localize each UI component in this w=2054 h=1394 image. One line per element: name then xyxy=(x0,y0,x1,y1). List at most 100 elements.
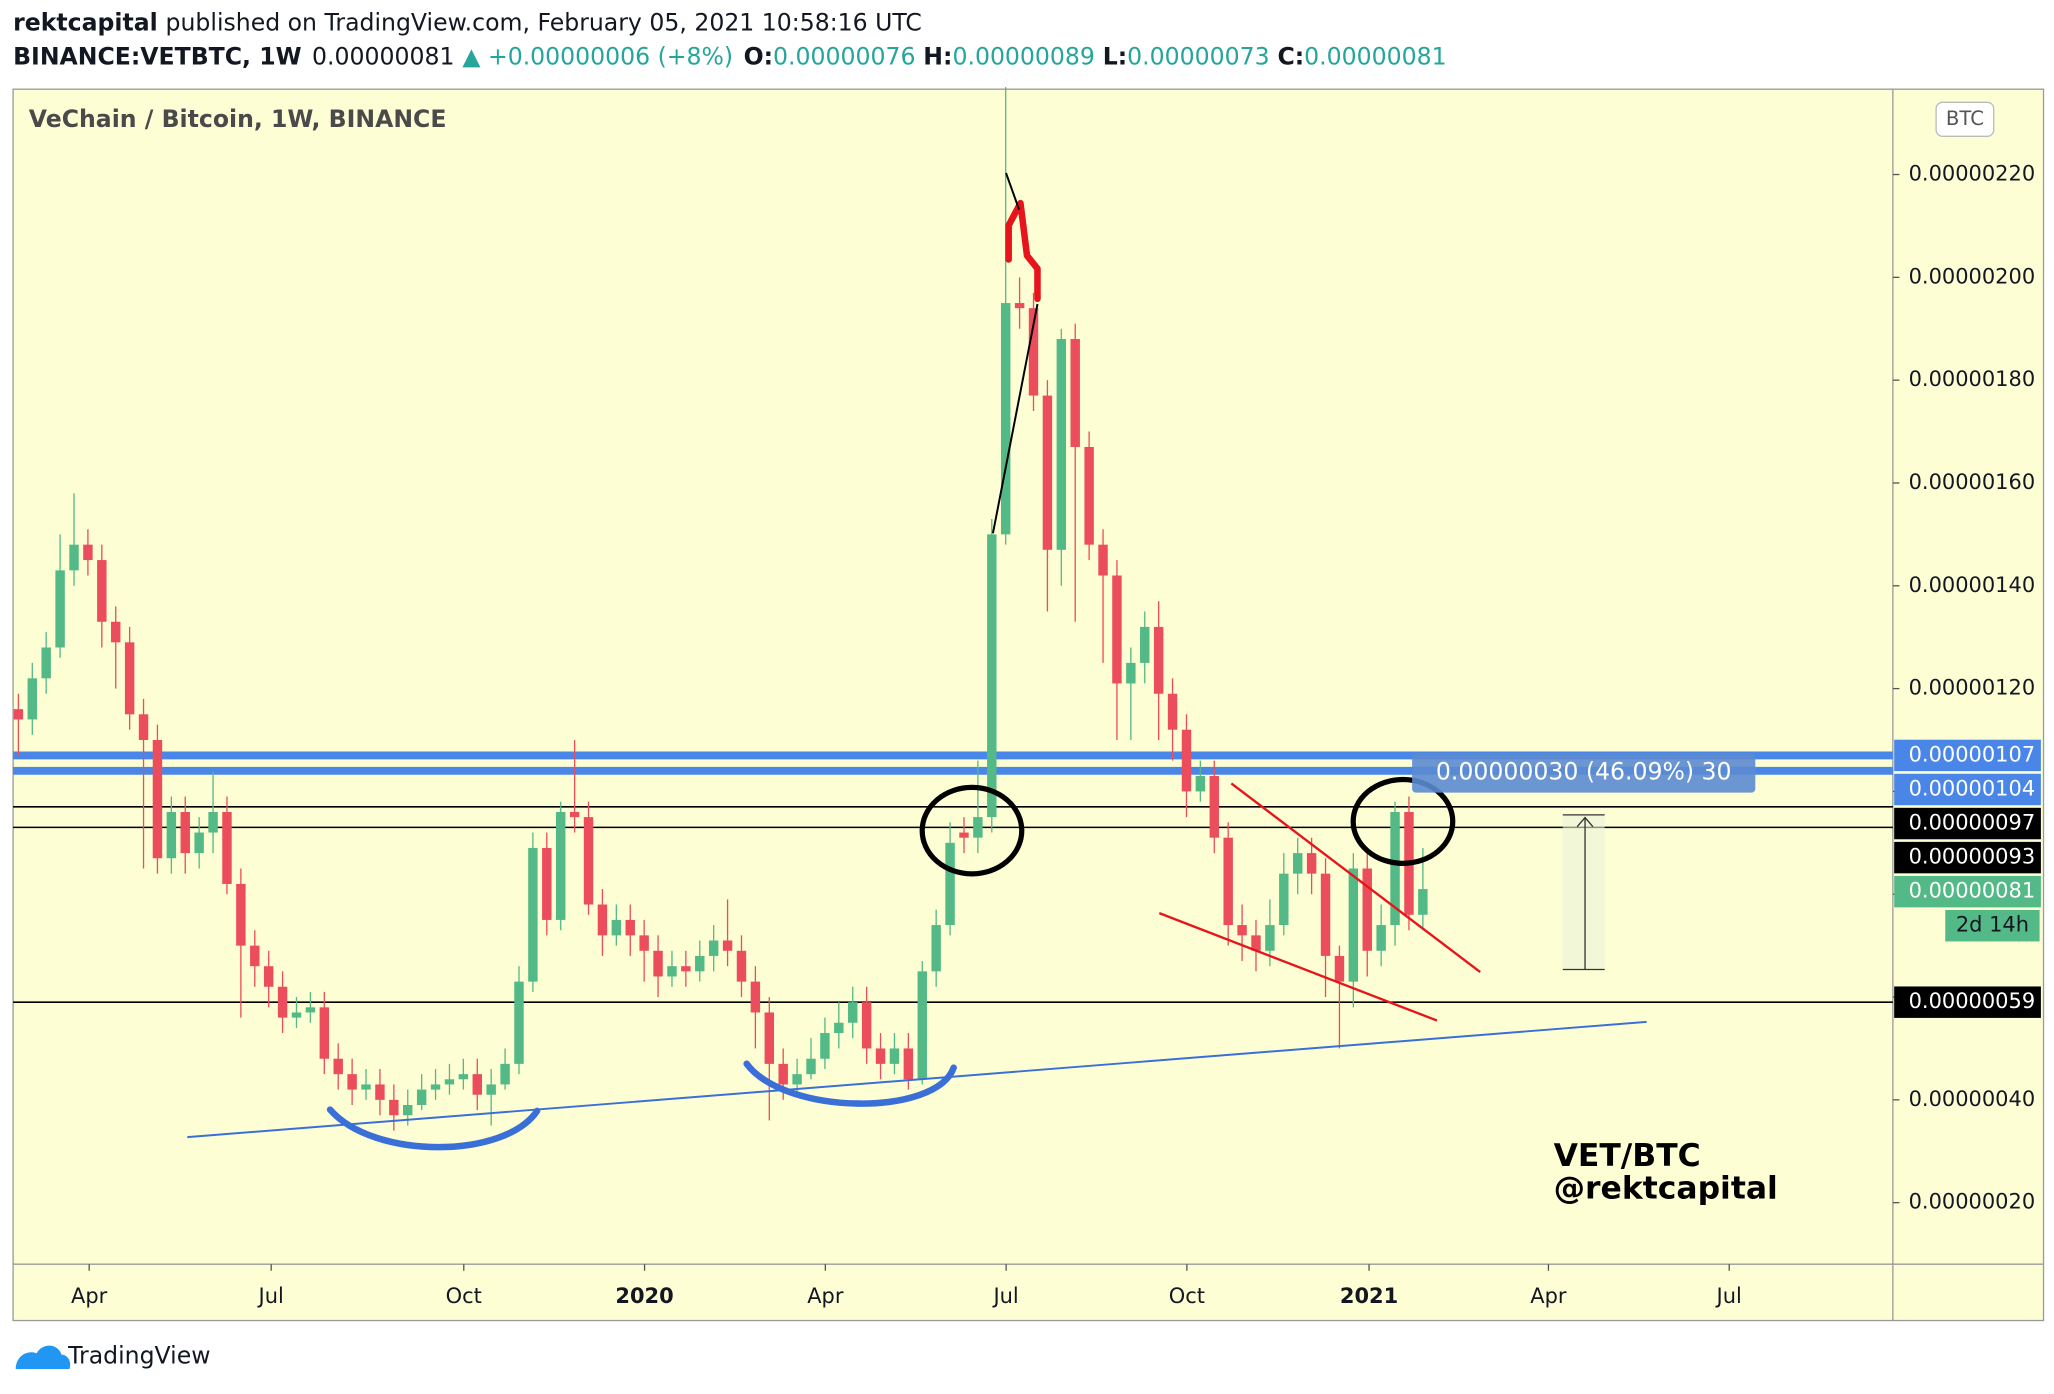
candle-body xyxy=(41,647,51,679)
candle-body xyxy=(375,1084,385,1100)
candle-body xyxy=(1126,662,1136,684)
candle-body xyxy=(583,817,594,905)
y-tick-label: 0.00000140 xyxy=(1909,573,2036,597)
candle-body xyxy=(750,981,761,1013)
o-label: O: xyxy=(744,42,773,70)
candle-body xyxy=(695,955,705,972)
wedge-line xyxy=(1158,912,1438,1022)
candle-body xyxy=(222,811,232,884)
level-badge xyxy=(1894,739,2041,772)
x-tick-label: Oct xyxy=(446,1284,482,1308)
candle-body xyxy=(569,811,580,818)
candle-body xyxy=(1167,693,1178,730)
candle-body xyxy=(208,811,218,833)
level-label: 0.00000059 xyxy=(1909,989,2036,1013)
symbol: BINANCE:VETBTC, 1W xyxy=(13,42,301,70)
candle-body xyxy=(194,832,204,854)
candle-body xyxy=(361,1084,371,1090)
candle-body xyxy=(764,1012,775,1064)
candle-body xyxy=(305,1007,316,1013)
candle-body xyxy=(889,1048,900,1064)
candle-body xyxy=(1209,775,1219,838)
watermark: VET/BTC xyxy=(1554,1138,1701,1174)
candle-body xyxy=(1279,873,1289,926)
watermark: @rektcapital xyxy=(1554,1171,1778,1207)
level-label: 0.00000097 xyxy=(1909,811,2036,835)
candle-body xyxy=(97,560,107,622)
drawings xyxy=(187,172,1647,1151)
candle-body xyxy=(236,883,246,946)
candle-body xyxy=(13,709,24,720)
candle-body xyxy=(875,1048,886,1064)
h-label: H: xyxy=(923,42,952,70)
candle-body xyxy=(1153,626,1164,694)
candle-body xyxy=(1195,775,1206,792)
change: ▲ +0.00000006 (+8%) xyxy=(462,42,733,70)
candle-body xyxy=(1306,853,1317,874)
candle-body xyxy=(472,1074,482,1095)
candle-body xyxy=(667,966,677,977)
candle-body xyxy=(528,847,538,982)
currency: BTC xyxy=(1946,107,1984,130)
candle-body xyxy=(1376,925,1386,951)
candle-body xyxy=(625,919,635,936)
chart-title: VeChain / Bitcoin, 1W, BINANCE xyxy=(29,105,447,133)
candle-body xyxy=(458,1074,469,1080)
candle-body xyxy=(1334,955,1345,982)
x-tick-label: Oct xyxy=(1169,1284,1205,1308)
candle-body xyxy=(848,1002,858,1023)
candle-body xyxy=(389,1099,399,1116)
candle-body xyxy=(403,1104,413,1116)
l-label: L: xyxy=(1103,42,1127,70)
candle-body xyxy=(27,678,38,720)
candle-body xyxy=(681,966,691,972)
blue-arc xyxy=(326,1106,541,1151)
countdown: 2d 14h xyxy=(1956,913,2029,937)
candle-body xyxy=(263,966,274,987)
candle-body xyxy=(736,950,747,982)
candle-body xyxy=(792,1074,802,1085)
candle-body xyxy=(152,740,163,859)
candle-body xyxy=(1223,837,1233,926)
candle-body xyxy=(1042,395,1053,550)
level-badge xyxy=(1894,875,2041,908)
candle-body xyxy=(1056,339,1067,550)
l-value: 0.00000073 xyxy=(1127,42,1269,70)
candle-body xyxy=(1014,303,1025,309)
candle-body xyxy=(861,1002,872,1049)
c-value: 0.00000081 xyxy=(1304,42,1446,70)
candle-body xyxy=(1070,339,1080,447)
candle-body xyxy=(1028,308,1039,396)
candles-layer xyxy=(13,87,1428,1131)
candle-body xyxy=(291,1012,302,1018)
candle-body xyxy=(444,1079,455,1085)
candle-body xyxy=(319,1007,330,1059)
level-badge xyxy=(1894,841,2041,874)
candle-body xyxy=(111,621,121,643)
candle-body xyxy=(347,1074,357,1090)
y-tick-label: 0.00000160 xyxy=(1909,470,2036,494)
last-price: 0.00000081 xyxy=(312,42,454,70)
measure-label: 0.00000030 (46.09%) 30 xyxy=(1436,757,1732,785)
candle-body xyxy=(708,940,719,956)
circle-mark xyxy=(1350,776,1456,866)
y-tick-label: 0.00000120 xyxy=(1909,676,2036,700)
red-hook xyxy=(1005,199,1041,303)
level-badge xyxy=(1894,986,2041,1018)
candle-body xyxy=(945,842,955,926)
candle-body xyxy=(1320,873,1331,956)
candle-body xyxy=(166,811,177,859)
x-tick-label: 2021 xyxy=(1340,1284,1398,1308)
candle-body xyxy=(250,945,260,967)
measure-box xyxy=(1412,753,1756,793)
candle-body xyxy=(1265,925,1275,951)
candle-body xyxy=(83,544,93,561)
candle-body xyxy=(1237,925,1247,936)
candle-body xyxy=(180,811,190,854)
published: published on TradingView.com, February 0… xyxy=(166,8,922,36)
x-tick-label: 2020 xyxy=(615,1284,673,1308)
measure-arrowhead xyxy=(1576,816,1594,828)
author: rektcapital xyxy=(13,8,158,36)
candle-body xyxy=(1362,868,1372,951)
x-tick-label: Jul xyxy=(257,1284,284,1308)
